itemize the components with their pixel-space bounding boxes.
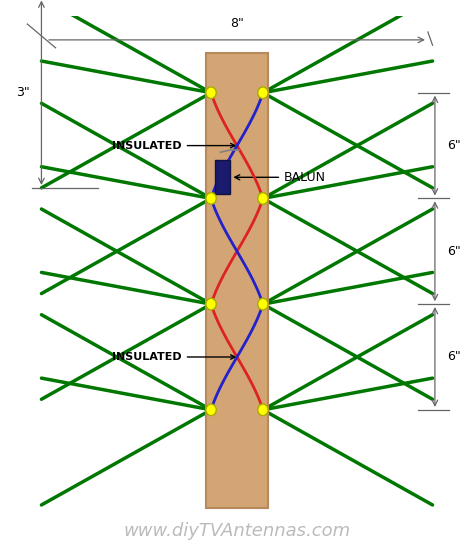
Text: BALUN: BALUN	[235, 171, 326, 184]
Circle shape	[258, 87, 268, 98]
Circle shape	[258, 193, 268, 204]
Circle shape	[206, 193, 216, 204]
Text: 3": 3"	[16, 86, 30, 99]
Text: INSULATED: INSULATED	[112, 140, 235, 151]
Text: 6": 6"	[447, 245, 460, 258]
Bar	[206, 53, 268, 508]
Text: 6": 6"	[447, 351, 460, 364]
Circle shape	[258, 298, 268, 310]
Circle shape	[206, 298, 216, 310]
Text: 6": 6"	[447, 139, 460, 152]
Circle shape	[206, 87, 216, 98]
Text: INSULATED: INSULATED	[112, 352, 235, 362]
Circle shape	[258, 404, 268, 416]
Circle shape	[206, 404, 216, 416]
Text: 8": 8"	[230, 17, 244, 31]
Bar	[215, 160, 230, 194]
Text: www.diyTVAntennas.com: www.diyTVAntennas.com	[123, 523, 351, 541]
